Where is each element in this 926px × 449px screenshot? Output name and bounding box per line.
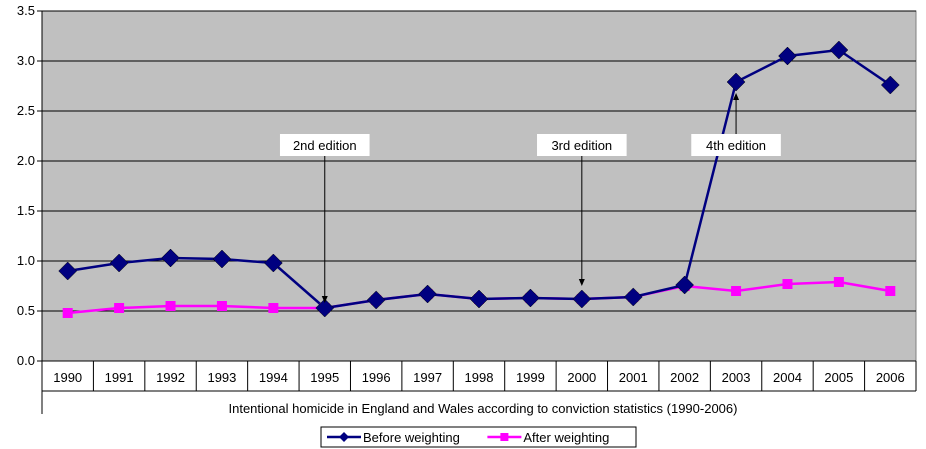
data-point [165, 301, 176, 311]
x-tick-label: 1995 [310, 370, 339, 385]
x-tick-label: 1991 [105, 370, 134, 385]
legend-marker [500, 433, 509, 441]
annotation-arrowhead [733, 93, 740, 100]
annotation-label: 3rd edition [551, 138, 612, 153]
x-axis: 1990 1991 1992 1993 1994 1995 1996 1997 1998 1999… [41, 360, 917, 392]
y-tick-label: 0.0 [17, 353, 35, 368]
x-tick-label: 2005 [824, 370, 853, 385]
x-tick-label: 1999 [516, 370, 545, 385]
data-point [58, 261, 78, 281]
annotation-arrowhead [578, 279, 585, 286]
y-tick-label: 0.5 [17, 303, 35, 318]
data-point [263, 253, 283, 273]
data-point [782, 279, 793, 289]
annotation-box [279, 134, 370, 156]
data-point [62, 308, 73, 318]
data-point [731, 286, 742, 296]
annotation-label: 4th edition [706, 138, 766, 153]
y-axis: 0.0 0.5 1.0 1.5 2.0 2.5 3.0 3.5 [17, 3, 43, 414]
y-tick-label: 2.5 [17, 103, 35, 118]
data-point [161, 248, 180, 268]
annotation-arrowhead [321, 296, 328, 303]
y-tick-label: 1.5 [17, 203, 35, 218]
x-axis-title: Intentional homicide in England and Wale… [229, 401, 738, 416]
x-tick-label: 1994 [259, 370, 288, 385]
data-point [109, 253, 129, 273]
data-point [675, 275, 695, 295]
data-point [829, 40, 849, 60]
x-tick-label: 1992 [156, 370, 185, 385]
data-point [418, 284, 437, 304]
annotation-box [537, 134, 627, 156]
y-tick-label: 3.0 [17, 53, 35, 68]
data-point [572, 289, 592, 309]
x-tick-label: 1997 [413, 370, 442, 385]
data-point [880, 75, 900, 95]
x-tick-label: 1998 [465, 370, 494, 385]
y-tick-label: 2.0 [17, 153, 35, 168]
legend-box [320, 426, 637, 448]
x-tick-label: 1990 [53, 370, 82, 385]
annotation-box [691, 134, 781, 156]
series-group [58, 40, 900, 318]
x-tick-label: 1993 [207, 370, 236, 385]
data-point [726, 72, 746, 92]
x-tick-label: 2000 [567, 370, 596, 385]
x-tick-label: 2002 [670, 370, 699, 385]
annotation-label: 2nd edition [293, 138, 357, 153]
legend-label: After weighting [523, 430, 609, 445]
data-point [212, 249, 232, 269]
data-point [778, 46, 797, 66]
data-point [216, 301, 227, 311]
data-point [469, 289, 489, 309]
legend-label: Before weighting [363, 430, 460, 445]
legend: Before weighting After weighting [320, 426, 637, 448]
annotations: 2nd edition 3rd edition 4th edition [279, 93, 781, 303]
x-tick-label: 1996 [362, 370, 391, 385]
data-point [366, 290, 386, 310]
data-point [885, 286, 896, 296]
data-point [623, 287, 643, 307]
data-point [268, 303, 279, 313]
x-tick-label: 2001 [619, 370, 648, 385]
x-tick-label: 2004 [773, 370, 802, 385]
gridlines [42, 10, 916, 312]
legend-marker [339, 432, 349, 442]
data-point [315, 298, 335, 318]
x-tick-label: 2003 [722, 370, 751, 385]
x-tick-label: 2006 [876, 370, 905, 385]
data-point [521, 288, 540, 308]
data-point [833, 277, 844, 287]
y-tick-label: 1.0 [17, 253, 35, 268]
y-tick-label: 3.5 [17, 3, 35, 18]
data-point [114, 303, 125, 313]
